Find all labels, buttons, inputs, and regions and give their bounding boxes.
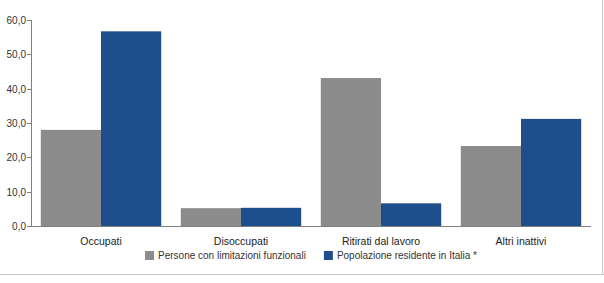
chart: 0,0 10,0 20,0 30,0 40,0 50,0 60,0 Occupati Disoc… <box>0 0 604 283</box>
y-tick-label: 50,0 <box>7 49 27 60</box>
y-tick <box>27 226 31 227</box>
bar <box>321 78 381 226</box>
bar <box>461 146 521 226</box>
legend-label: Persone con limitazioni funzionali <box>158 250 306 261</box>
y-tick <box>27 157 31 158</box>
y-tick <box>27 54 31 55</box>
y-tick-label: 10,0 <box>7 187 27 198</box>
bar <box>41 130 101 226</box>
bar <box>241 208 301 226</box>
x-tick-label: Ritirati dal lavoro <box>342 235 420 247</box>
frame-line <box>602 0 603 275</box>
y-tick-label: 0,0 <box>12 221 26 232</box>
bar <box>521 119 581 226</box>
x-tick-label: Occupati <box>80 235 121 247</box>
y-tick <box>27 20 31 21</box>
legend-swatch <box>324 251 333 260</box>
legend-swatch <box>145 251 154 260</box>
bar <box>181 208 241 226</box>
y-tick-label: 20,0 <box>7 152 27 163</box>
bars <box>41 31 581 226</box>
y-tick <box>27 192 31 193</box>
y-tick <box>27 123 31 124</box>
bar <box>381 203 441 226</box>
bar <box>101 31 161 226</box>
legend-label: Popolazione residente in Italia * <box>337 250 477 261</box>
y-tick <box>27 89 31 90</box>
x-tick-label: Altri inattivi <box>496 235 547 247</box>
frame-line <box>0 274 604 275</box>
y-tick-label: 40,0 <box>7 84 27 95</box>
x-axis <box>31 226 591 227</box>
y-tick-label: 60,0 <box>7 15 27 26</box>
x-tick-label: Disoccupati <box>214 235 268 247</box>
y-axis <box>31 20 32 226</box>
y-tick-label: 30,0 <box>7 118 27 129</box>
legend: Persone con limitazioni funzionali Popola… <box>145 250 477 261</box>
